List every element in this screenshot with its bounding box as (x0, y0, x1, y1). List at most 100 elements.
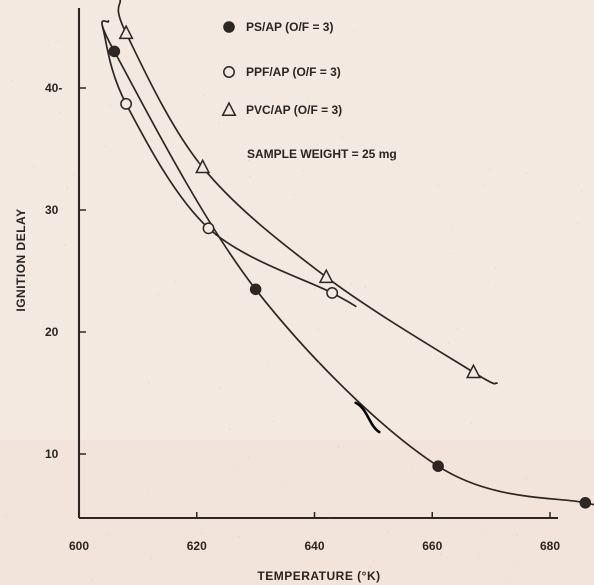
paper-speckle (488, 168, 491, 171)
paper-speckle (563, 44, 564, 46)
paper-speckle (533, 32, 534, 34)
paper-speckle (167, 407, 169, 409)
paper-speckle (517, 10, 519, 13)
paper-speckle (233, 292, 235, 294)
paper-speckle (374, 335, 376, 337)
paper-speckle (479, 530, 481, 533)
paper-speckle (392, 159, 395, 161)
paper-speckle (481, 135, 483, 137)
paper-speckle (234, 465, 236, 467)
paper-speckle (247, 456, 250, 459)
paper-speckle (588, 229, 590, 231)
paper-speckle (507, 463, 509, 465)
paper-speckle (228, 428, 231, 431)
paper-speckle (341, 136, 344, 138)
paper-speckle (250, 142, 252, 144)
paper-speckle (217, 122, 220, 124)
paper-speckle (448, 342, 450, 345)
paper-speckle (59, 111, 62, 114)
paper-speckle (224, 481, 226, 483)
paper-speckle (468, 491, 470, 492)
data-point-2-3 (326, 287, 339, 299)
paper-speckle (132, 340, 135, 343)
paper-speckle (321, 464, 323, 466)
paper-speckle (468, 12, 470, 14)
x-tick-label-660: 660 (422, 539, 442, 553)
paper-speckle (248, 288, 250, 290)
paper-speckle (489, 239, 490, 240)
paper-speckle (391, 336, 393, 338)
paper-speckle (273, 420, 275, 423)
data-point-1-1 (108, 45, 121, 58)
paper-speckle (157, 92, 159, 94)
paper-speckle (1, 478, 3, 480)
paper-speckle (64, 244, 67, 246)
paper-speckle (585, 354, 587, 355)
paper-speckle (456, 327, 459, 330)
paper-speckle (326, 476, 328, 478)
paper-speckle (553, 538, 555, 540)
paper-speckle (223, 285, 224, 287)
data-point-2-2 (202, 222, 215, 235)
paper-speckle (494, 188, 496, 190)
paper-speckle (437, 184, 440, 187)
paper-speckle (398, 165, 400, 167)
paper-speckle (449, 252, 452, 255)
paper-speckle (577, 222, 579, 225)
paper-speckle (177, 481, 179, 483)
paper-speckle (17, 572, 19, 574)
paper-speckle (525, 172, 528, 175)
y-tick-label-40: 40- (45, 81, 62, 95)
paper-speckle (188, 48, 190, 50)
paper-speckle (572, 60, 574, 62)
paper-speckle (580, 190, 583, 193)
paper-speckle (281, 481, 283, 483)
paper-speckle (71, 529, 73, 531)
paper-speckle (196, 39, 198, 41)
x-tick-label-640: 640 (304, 539, 324, 553)
paper-speckle (96, 337, 98, 339)
paper-speckle (112, 27, 114, 29)
y-tick-label-10: 10 (45, 447, 59, 461)
paper-speckle (249, 175, 251, 178)
paper-speckle (463, 415, 465, 416)
paper-speckle (10, 79, 13, 82)
legend-marker-1 (223, 21, 235, 33)
paper-speckle (439, 553, 442, 556)
data-point-2-1 (120, 97, 133, 110)
paper-speckle (546, 569, 548, 571)
data-point-3-3 (318, 268, 334, 284)
paper-speckle (104, 513, 106, 514)
paper-speckle (168, 334, 170, 336)
paper-speckle (98, 98, 100, 100)
paper-speckle (187, 82, 189, 84)
paper-speckle (350, 283, 353, 286)
paper-speckle (40, 254, 42, 256)
paper-speckle (351, 99, 353, 101)
paper-speckle (201, 532, 203, 535)
data-point-3-2 (195, 158, 211, 174)
paper-speckle (158, 545, 160, 547)
legend-label-2: PPF/AP (O/F = 3) (246, 65, 341, 79)
paper-speckle (198, 161, 201, 163)
paper-speckle (213, 259, 215, 260)
paper-speckle (308, 333, 309, 335)
data-point-1-2 (249, 283, 262, 296)
paper-speckle (260, 255, 263, 257)
paper-speckle (428, 37, 430, 39)
paper-speckle (452, 165, 454, 167)
paper-speckle (484, 184, 486, 187)
paper-speckle (508, 577, 511, 579)
annotation-sample-weight: SAMPLE WEIGHT = 25 mg (247, 147, 397, 161)
paper-speckle (478, 226, 480, 228)
paper-speckle (127, 455, 129, 457)
paper-speckle (108, 533, 110, 535)
paper-speckle (478, 553, 481, 556)
paper-speckle (141, 32, 142, 34)
paper-speckle (202, 59, 204, 61)
paper-speckle (510, 358, 511, 360)
paper-speckle (371, 426, 373, 428)
paper-speckle (530, 106, 532, 108)
